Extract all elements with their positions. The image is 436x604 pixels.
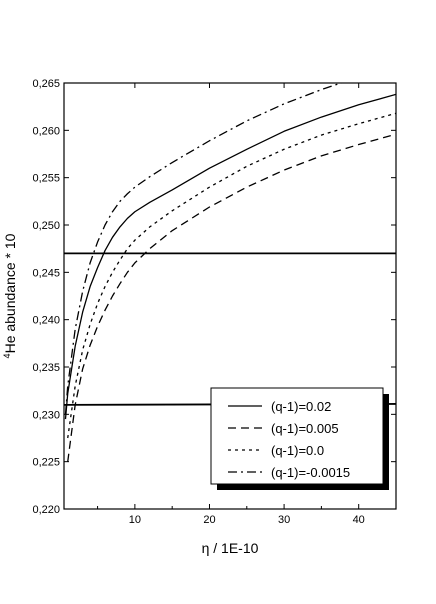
y-axis-title-text: He abundance * 10 [2, 233, 18, 353]
x-tick-label: 10 [129, 514, 141, 526]
svg-text:4He abundance * 10: 4He abundance * 10 [2, 233, 18, 358]
y-tick-label: 0,225 [32, 457, 60, 469]
y-tick-label: 0,220 [32, 504, 60, 516]
legend-entries: (q-1)=0.02 (q-1)=0.005 (q-1)=0.0 (q-1)=-0.0… [228, 399, 350, 480]
x-tick-label: 20 [203, 514, 215, 526]
y-axis-title-sup: 4 [2, 353, 12, 358]
x-tick-label: 40 [353, 514, 365, 526]
legend: (q-1)=0.02 (q-1)=0.005 (q-1)=0.0 (q-1)=-0.0… [210, 387, 389, 490]
series-line-3 [64, 83, 344, 415]
legend-label-0: (q-1)=0.02 [271, 399, 331, 414]
legend-label-1: (q-1)=0.005 [271, 421, 339, 436]
tick-layer: 10 20 30 40 0,220 0,225 0,230 0,235 0,240 0,245 0,… [32, 78, 396, 526]
y-tick-label: 0,230 [32, 409, 60, 421]
x-tick-label: 30 [278, 514, 290, 526]
legend-label-2: (q-1)=0.0 [271, 443, 324, 458]
y-tick-label: 0,235 [32, 362, 60, 374]
y-tick-label: 0,250 [32, 220, 60, 232]
series-line-0 [64, 93, 396, 420]
y-tick-label: 0,260 [32, 125, 60, 137]
series-line-1 [67, 133, 396, 462]
plot-frame [63, 82, 397, 510]
y-axis-title: 4He abundance * 10 [2, 233, 18, 358]
y-tick-label: 0,240 [32, 315, 60, 327]
x-axis-title: η / 1E-10 [202, 540, 259, 556]
y-tick-label: 0,255 [32, 173, 60, 185]
y-tick-label: 0,245 [32, 267, 60, 279]
series-line-2 [67, 112, 396, 439]
legend-box [210, 387, 384, 485]
legend-label-3: (q-1)=-0.0015 [271, 465, 350, 480]
y-tick-label: 0,265 [32, 78, 60, 90]
